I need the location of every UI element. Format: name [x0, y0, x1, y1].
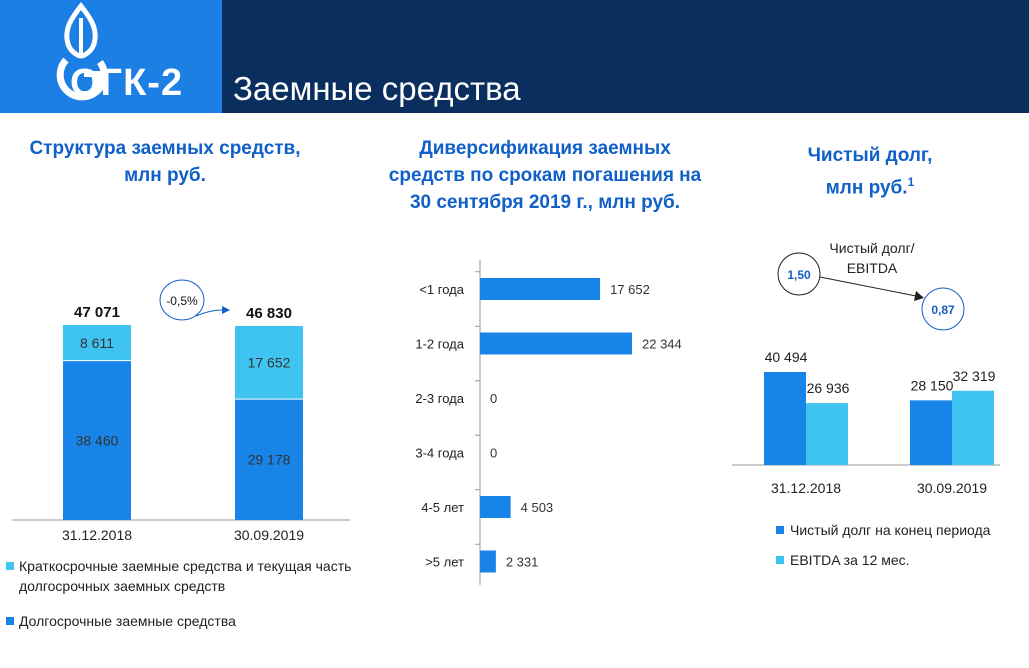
ratio-bubble	[921, 287, 965, 331]
legend-swatch-net-debt	[776, 526, 784, 534]
x-tick-label: 31.12.2018	[771, 480, 841, 496]
legend-short-term: Краткосрочные заемные средства и текущая…	[19, 556, 351, 596]
y-tick-label: >5 лет	[425, 555, 464, 570]
change-label: -0,5%	[166, 294, 198, 308]
net-debt-title-line1: Чистый долг,	[807, 145, 933, 166]
maturity-title-line1: Диверсификация заемных	[419, 138, 671, 159]
y-tick-label: 3-4 года	[415, 446, 464, 461]
ratio-value: 0,87	[931, 303, 955, 317]
structure-title-line1: Структура заемных средств,	[29, 138, 301, 159]
logo-text: ОГК-2	[70, 62, 184, 104]
bar-long-term	[63, 360, 131, 520]
data-label: 28 150	[911, 377, 954, 393]
legend-ebitda: EBITDA за 12 мес.	[790, 552, 910, 568]
bar-long-term	[235, 399, 303, 520]
data-label: 4 503	[521, 500, 554, 515]
net-debt-title-line2: млн руб.	[825, 177, 908, 199]
header-bar: ОГК-2 Заемные средства	[0, 0, 1029, 113]
total-label: 47 071	[74, 304, 120, 321]
bar-ebitda	[806, 403, 848, 465]
data-label: 0	[490, 391, 497, 406]
legend-net-debt: Чистый долг на конец периода	[790, 522, 991, 538]
data-label: 2 331	[506, 555, 539, 570]
change-bubble	[159, 279, 205, 321]
maturity-bar	[480, 550, 496, 573]
data-label: 29 178	[248, 452, 291, 468]
data-label: 32 319	[953, 368, 996, 384]
structure-title-line2: млн руб.	[124, 165, 206, 186]
y-tick-label: 4-5 лет	[421, 500, 464, 515]
legend-swatch-short-term	[6, 562, 14, 570]
legend-short-term-line1: Краткосрочные заемные средства и текущая…	[19, 558, 352, 574]
footnote-marker: 1	[907, 175, 915, 189]
ratio-label-line1: Чистый долг/	[829, 240, 914, 256]
maturity-bar	[480, 496, 511, 518]
legend-long-term: Долгосрочные заемные средства	[19, 613, 236, 629]
data-label: 8 611	[80, 335, 114, 351]
borrowings-structure-chart: 38 460 8 611 47 071 31.12.2018 29 178 17 652 4…	[12, 279, 350, 543]
x-tick-label: 31.12.2018	[62, 527, 132, 543]
bar-short-term	[63, 325, 131, 361]
ratio-label-line2: EBITDA	[847, 260, 898, 276]
flame-logo-icon	[56, 1, 108, 101]
data-label: 17 652	[248, 355, 291, 371]
data-label: 22 344	[642, 337, 682, 352]
data-label: 38 460	[76, 432, 119, 448]
net-debt-title: Чистый долг, млн руб.1	[760, 142, 980, 201]
y-tick-label: 2-3 года	[415, 391, 464, 406]
legend-short-term-line2: долгосрочных заемных средств	[19, 578, 226, 594]
data-label: 40 494	[765, 349, 808, 365]
data-label: 0	[490, 446, 497, 461]
x-tick-label: 30.09.2019	[917, 480, 987, 496]
ratio-bubble	[777, 252, 821, 296]
y-tick-label: <1 года	[419, 282, 464, 297]
bar-short-term	[235, 325, 303, 400]
maturity-title-line2: средств по срокам погашения на	[388, 165, 702, 186]
data-label: 17 652	[610, 282, 650, 297]
structure-title: Структура заемных средств, млн руб.	[10, 135, 320, 189]
data-label: 26 936	[807, 380, 850, 396]
maturity-title-line3: 30 сентября 2019 г., млн руб.	[409, 192, 681, 213]
ratio-arrow	[819, 276, 917, 297]
bar-net-debt	[764, 372, 806, 465]
bar-net-debt	[910, 400, 952, 465]
maturity-title: Диверсификация заемных средств по срокам…	[370, 135, 720, 216]
total-label: 46 830	[246, 305, 292, 322]
maturity-chart: <1 года 17 652 1-2 года 22 344 2-3 года 0 3-4 …	[415, 260, 682, 585]
logo: ОГК-2	[0, 0, 222, 113]
change-arrow	[195, 309, 223, 317]
page-title: Заемные средства	[233, 70, 521, 107]
y-tick-label: 1-2 года	[415, 337, 464, 352]
maturity-bar	[480, 278, 601, 300]
x-tick-label: 30.09.2019	[234, 527, 304, 543]
maturity-bar	[480, 332, 632, 355]
arrowhead-icon	[914, 291, 924, 301]
ratio-value: 1,50	[787, 268, 811, 282]
arrowhead-icon	[222, 306, 230, 314]
legend-swatch-long-term	[6, 617, 14, 625]
legend-swatch-ebitda	[776, 556, 784, 564]
bar-ebitda	[952, 390, 994, 465]
